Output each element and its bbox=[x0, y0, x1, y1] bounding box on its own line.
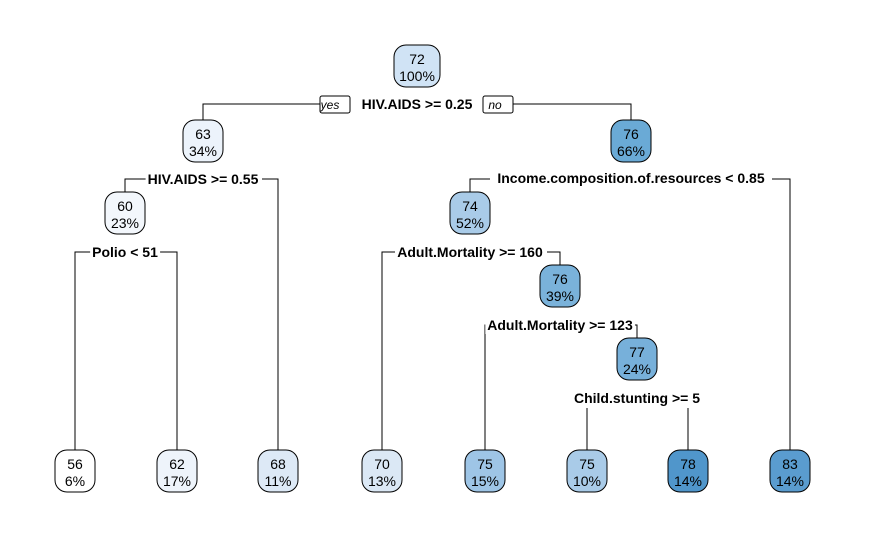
yes-box bbox=[319, 95, 351, 114]
split-label-stunting: Child.stunting >= 5 bbox=[574, 390, 700, 406]
edge-polio-right bbox=[160, 251, 178, 454]
node-7: 74 52% bbox=[449, 191, 491, 235]
edge-income-right bbox=[772, 178, 791, 454]
split-label-bg bbox=[571, 389, 703, 407]
leaf-5-value: 75 bbox=[477, 456, 493, 472]
node-15-pct: 39% bbox=[546, 288, 574, 304]
node-2: 63 34% bbox=[182, 119, 224, 163]
edge-root-left bbox=[202, 103, 320, 126]
leaf-6: 75 10% bbox=[566, 449, 608, 493]
split-label-bg bbox=[495, 169, 767, 187]
node-4: 60 23% bbox=[104, 191, 146, 235]
edge-root-right bbox=[510, 103, 632, 126]
node-15-box bbox=[539, 264, 581, 308]
leaf-8-pct: 14% bbox=[776, 473, 804, 489]
leaf-7-value: 78 bbox=[680, 456, 696, 472]
edge-hiv55-right bbox=[262, 178, 279, 454]
split-label-bg bbox=[359, 95, 475, 113]
leaf-2-value: 62 bbox=[169, 456, 185, 472]
leaf-8-box bbox=[769, 449, 811, 493]
leaf-5: 75 15% bbox=[464, 449, 506, 493]
split-label-am160: Adult.Mortality >= 160 bbox=[397, 244, 543, 260]
edge-polio-left bbox=[74, 251, 91, 454]
node-root: 72 100% bbox=[393, 44, 441, 88]
edge-hiv55-left bbox=[124, 178, 146, 196]
edge-am160-right bbox=[547, 251, 561, 270]
leaf-4-box bbox=[361, 449, 403, 493]
leaf-1-value: 56 bbox=[67, 456, 83, 472]
leaf-3: 68 11% bbox=[257, 449, 299, 493]
edge-am123-left bbox=[484, 324, 486, 454]
leaf-7: 78 14% bbox=[667, 449, 709, 493]
node-root-pct: 100% bbox=[399, 68, 435, 84]
node-4-pct: 23% bbox=[111, 215, 139, 231]
split-label-bg bbox=[485, 316, 635, 334]
split-label-am123: Adult.Mortality >= 123 bbox=[487, 317, 633, 333]
leaf-4: 70 13% bbox=[361, 449, 403, 493]
split-label-income: Income.composition.of.resources < 0.85 bbox=[497, 170, 764, 186]
node-15-value: 76 bbox=[552, 271, 568, 287]
edge-am160-left bbox=[381, 251, 395, 454]
node-31-pct: 24% bbox=[623, 361, 651, 377]
node-3-box bbox=[610, 119, 652, 163]
leaf-3-box bbox=[257, 449, 299, 493]
yes-label: yes bbox=[320, 98, 340, 112]
leaf-1-box bbox=[54, 449, 96, 493]
no-label: no bbox=[488, 98, 502, 112]
node-2-value: 63 bbox=[195, 126, 211, 142]
leaf-6-pct: 10% bbox=[573, 473, 601, 489]
leaf-4-pct: 13% bbox=[368, 473, 396, 489]
split-labels: yes no HIV.AIDS >= 0.25 HIV.AIDS >= 0.55… bbox=[90, 95, 767, 407]
no-box bbox=[482, 95, 514, 114]
node-root-value: 72 bbox=[409, 51, 425, 67]
node-2-pct: 34% bbox=[189, 143, 217, 159]
node-root-box bbox=[393, 44, 441, 88]
leaf-1-pct: 6% bbox=[65, 473, 85, 489]
split-label-bg bbox=[90, 243, 161, 261]
split-label-bg bbox=[395, 243, 545, 261]
split-label-bg bbox=[145, 170, 261, 188]
leaf-3-pct: 11% bbox=[265, 473, 292, 489]
leaf-5-pct: 15% bbox=[471, 473, 499, 489]
leaf-8-value: 83 bbox=[782, 456, 798, 472]
node-3-pct: 66% bbox=[617, 143, 645, 159]
tree-nodes: 72 100% 63 34% 76 66% 60 23% 74 52% 76 3… bbox=[54, 44, 811, 493]
leaf-5-box bbox=[464, 449, 506, 493]
leaf-2: 62 17% bbox=[156, 449, 198, 493]
leaf-3-value: 68 bbox=[270, 456, 286, 472]
node-15: 76 39% bbox=[539, 264, 581, 308]
leaf-2-box bbox=[156, 449, 198, 493]
leaf-7-pct: 14% bbox=[674, 473, 702, 489]
leaf-2-pct: 17% bbox=[163, 473, 191, 489]
split-label-root: HIV.AIDS >= 0.25 bbox=[362, 96, 473, 112]
node-4-value: 60 bbox=[117, 198, 133, 214]
edge-income-left bbox=[469, 178, 490, 196]
node-7-pct: 52% bbox=[456, 215, 484, 231]
leaf-8: 83 14% bbox=[769, 449, 811, 493]
split-label-hiv55: HIV.AIDS >= 0.55 bbox=[148, 171, 259, 187]
node-3-value: 76 bbox=[623, 126, 639, 142]
split-label-polio: Polio < 51 bbox=[92, 244, 158, 260]
node-31: 77 24% bbox=[616, 337, 658, 381]
node-31-box bbox=[616, 337, 658, 381]
node-2-box bbox=[182, 119, 224, 163]
leaf-7-box bbox=[667, 449, 709, 493]
leaf-6-box bbox=[566, 449, 608, 493]
node-7-box bbox=[449, 191, 491, 235]
leaf-4-value: 70 bbox=[374, 456, 390, 472]
node-7-value: 74 bbox=[462, 198, 478, 214]
node-4-box bbox=[104, 191, 146, 235]
node-3: 76 66% bbox=[610, 119, 652, 163]
node-31-value: 77 bbox=[629, 344, 645, 360]
leaf-1: 56 6% bbox=[54, 449, 96, 493]
leaf-6-value: 75 bbox=[579, 456, 595, 472]
